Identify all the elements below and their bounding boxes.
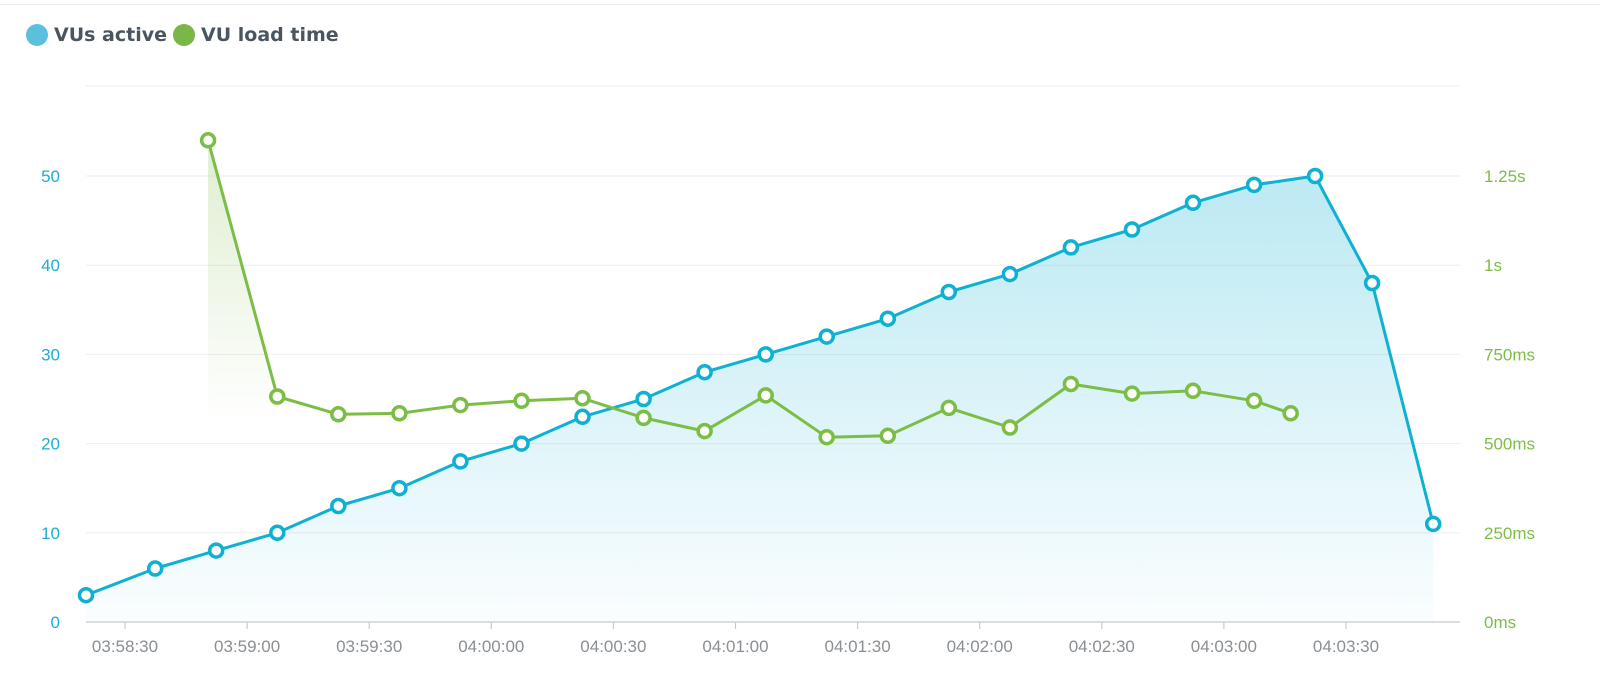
data-point-vu-load-time: [1282, 405, 1299, 422]
data-point-vu-load-time: [818, 428, 835, 446]
data-point-vu-load-time: [391, 405, 408, 422]
data-point-vus-active: [1001, 265, 1019, 283]
data-point-vu-load-time: [1245, 392, 1263, 410]
legend-item-vus-active[interactable]: VUs active: [26, 24, 167, 46]
data-point-vu-load-time: [1062, 375, 1080, 393]
axes: 010203040500ms250ms500ms750ms1s1.25s03:5…: [41, 167, 1535, 656]
y-right-tick-label: 0ms: [1484, 613, 1516, 632]
data-point-vus-active: [1245, 176, 1263, 194]
data-point-vus-active: [452, 453, 469, 470]
data-point-vus-active: [574, 408, 591, 426]
y-left-tick-label: 0: [51, 613, 60, 632]
data-point-vus-active: [635, 390, 652, 408]
data-point-vus-active: [1062, 239, 1080, 256]
chart-legend: VUs active VU load time: [26, 24, 339, 46]
x-tick-label: 04:01:30: [825, 637, 891, 656]
y-left-tick-label: 50: [41, 167, 60, 186]
data-point-vu-load-time: [1184, 382, 1202, 400]
data-point-vu-load-time: [696, 422, 713, 440]
data-point-vus-active: [269, 524, 286, 542]
y-right-tick-label: 500ms: [1484, 435, 1535, 454]
data-point-vus-active: [391, 479, 408, 497]
y-right-tick-label: 1s: [1484, 256, 1502, 275]
data-point-vu-load-time: [635, 409, 652, 427]
data-point-vu-load-time: [269, 388, 286, 405]
y-left-tick-label: 40: [41, 256, 60, 275]
x-tick-label: 04:03:00: [1191, 637, 1257, 656]
data-point-vus-active: [77, 586, 95, 604]
data-point-vus-active: [879, 310, 897, 327]
x-tick-label: 04:03:30: [1313, 637, 1379, 656]
y-right-tick-label: 250ms: [1484, 524, 1535, 543]
y-left-tick-label: 10: [41, 524, 60, 543]
data-point-vus-active: [330, 497, 347, 515]
legend-item-vu-load-time[interactable]: VU load time: [173, 24, 339, 46]
x-tick-label: 03:58:30: [92, 637, 158, 656]
series-areas: [86, 140, 1434, 622]
data-point-vu-load-time: [757, 387, 774, 404]
x-tick-label: 03:59:30: [336, 637, 402, 656]
x-tick-label: 04:01:00: [702, 637, 768, 656]
x-tick-label: 04:00:30: [580, 637, 646, 656]
x-tick-label: 04:02:00: [947, 637, 1013, 656]
data-point-vus-active: [818, 328, 835, 345]
data-point-vus-active: [757, 346, 774, 363]
y-right-tick-label: 750ms: [1484, 345, 1535, 364]
data-point-vu-load-time: [1123, 385, 1141, 402]
data-point-vu-load-time: [199, 132, 217, 149]
y-right-tick-label: 1.25s: [1484, 167, 1526, 186]
x-tick-label: 04:00:00: [458, 637, 524, 656]
data-point-vus-active: [940, 283, 958, 301]
data-point-vu-load-time: [452, 396, 469, 414]
data-point-vus-active: [1184, 194, 1202, 212]
y-left-tick-label: 30: [41, 345, 60, 364]
data-point-vus-active: [1123, 221, 1141, 238]
y-left-tick-label: 20: [41, 435, 60, 454]
data-point-vu-load-time: [513, 392, 530, 410]
data-point-vu-load-time: [1001, 419, 1019, 436]
x-tick-label: 04:02:30: [1069, 637, 1135, 656]
data-point-vus-active: [1424, 515, 1442, 533]
data-point-vu-load-time: [574, 390, 591, 407]
data-point-vus-active: [1363, 274, 1381, 292]
legend-swatch-vu-load-time: [173, 24, 196, 46]
legend-label-vus-active: VUs active: [54, 24, 168, 46]
data-point-vus-active: [146, 560, 164, 577]
data-point-vu-load-time: [879, 427, 897, 445]
data-point-vu-load-time: [940, 399, 958, 417]
data-point-vus-active: [1306, 167, 1324, 185]
data-point-vus-active: [696, 363, 713, 381]
data-point-vus-active: [207, 542, 225, 559]
legend-label-vu-load-time: VU load time: [201, 24, 339, 46]
x-tick-label: 03:59:00: [214, 637, 280, 656]
data-point-vus-active: [513, 435, 530, 452]
legend-swatch-vus-active: [26, 24, 48, 46]
series-points: [77, 132, 1442, 604]
top-border: [0, 0, 1600, 5]
data-point-vu-load-time: [330, 406, 347, 423]
area-vu-load-time: [208, 140, 278, 425]
